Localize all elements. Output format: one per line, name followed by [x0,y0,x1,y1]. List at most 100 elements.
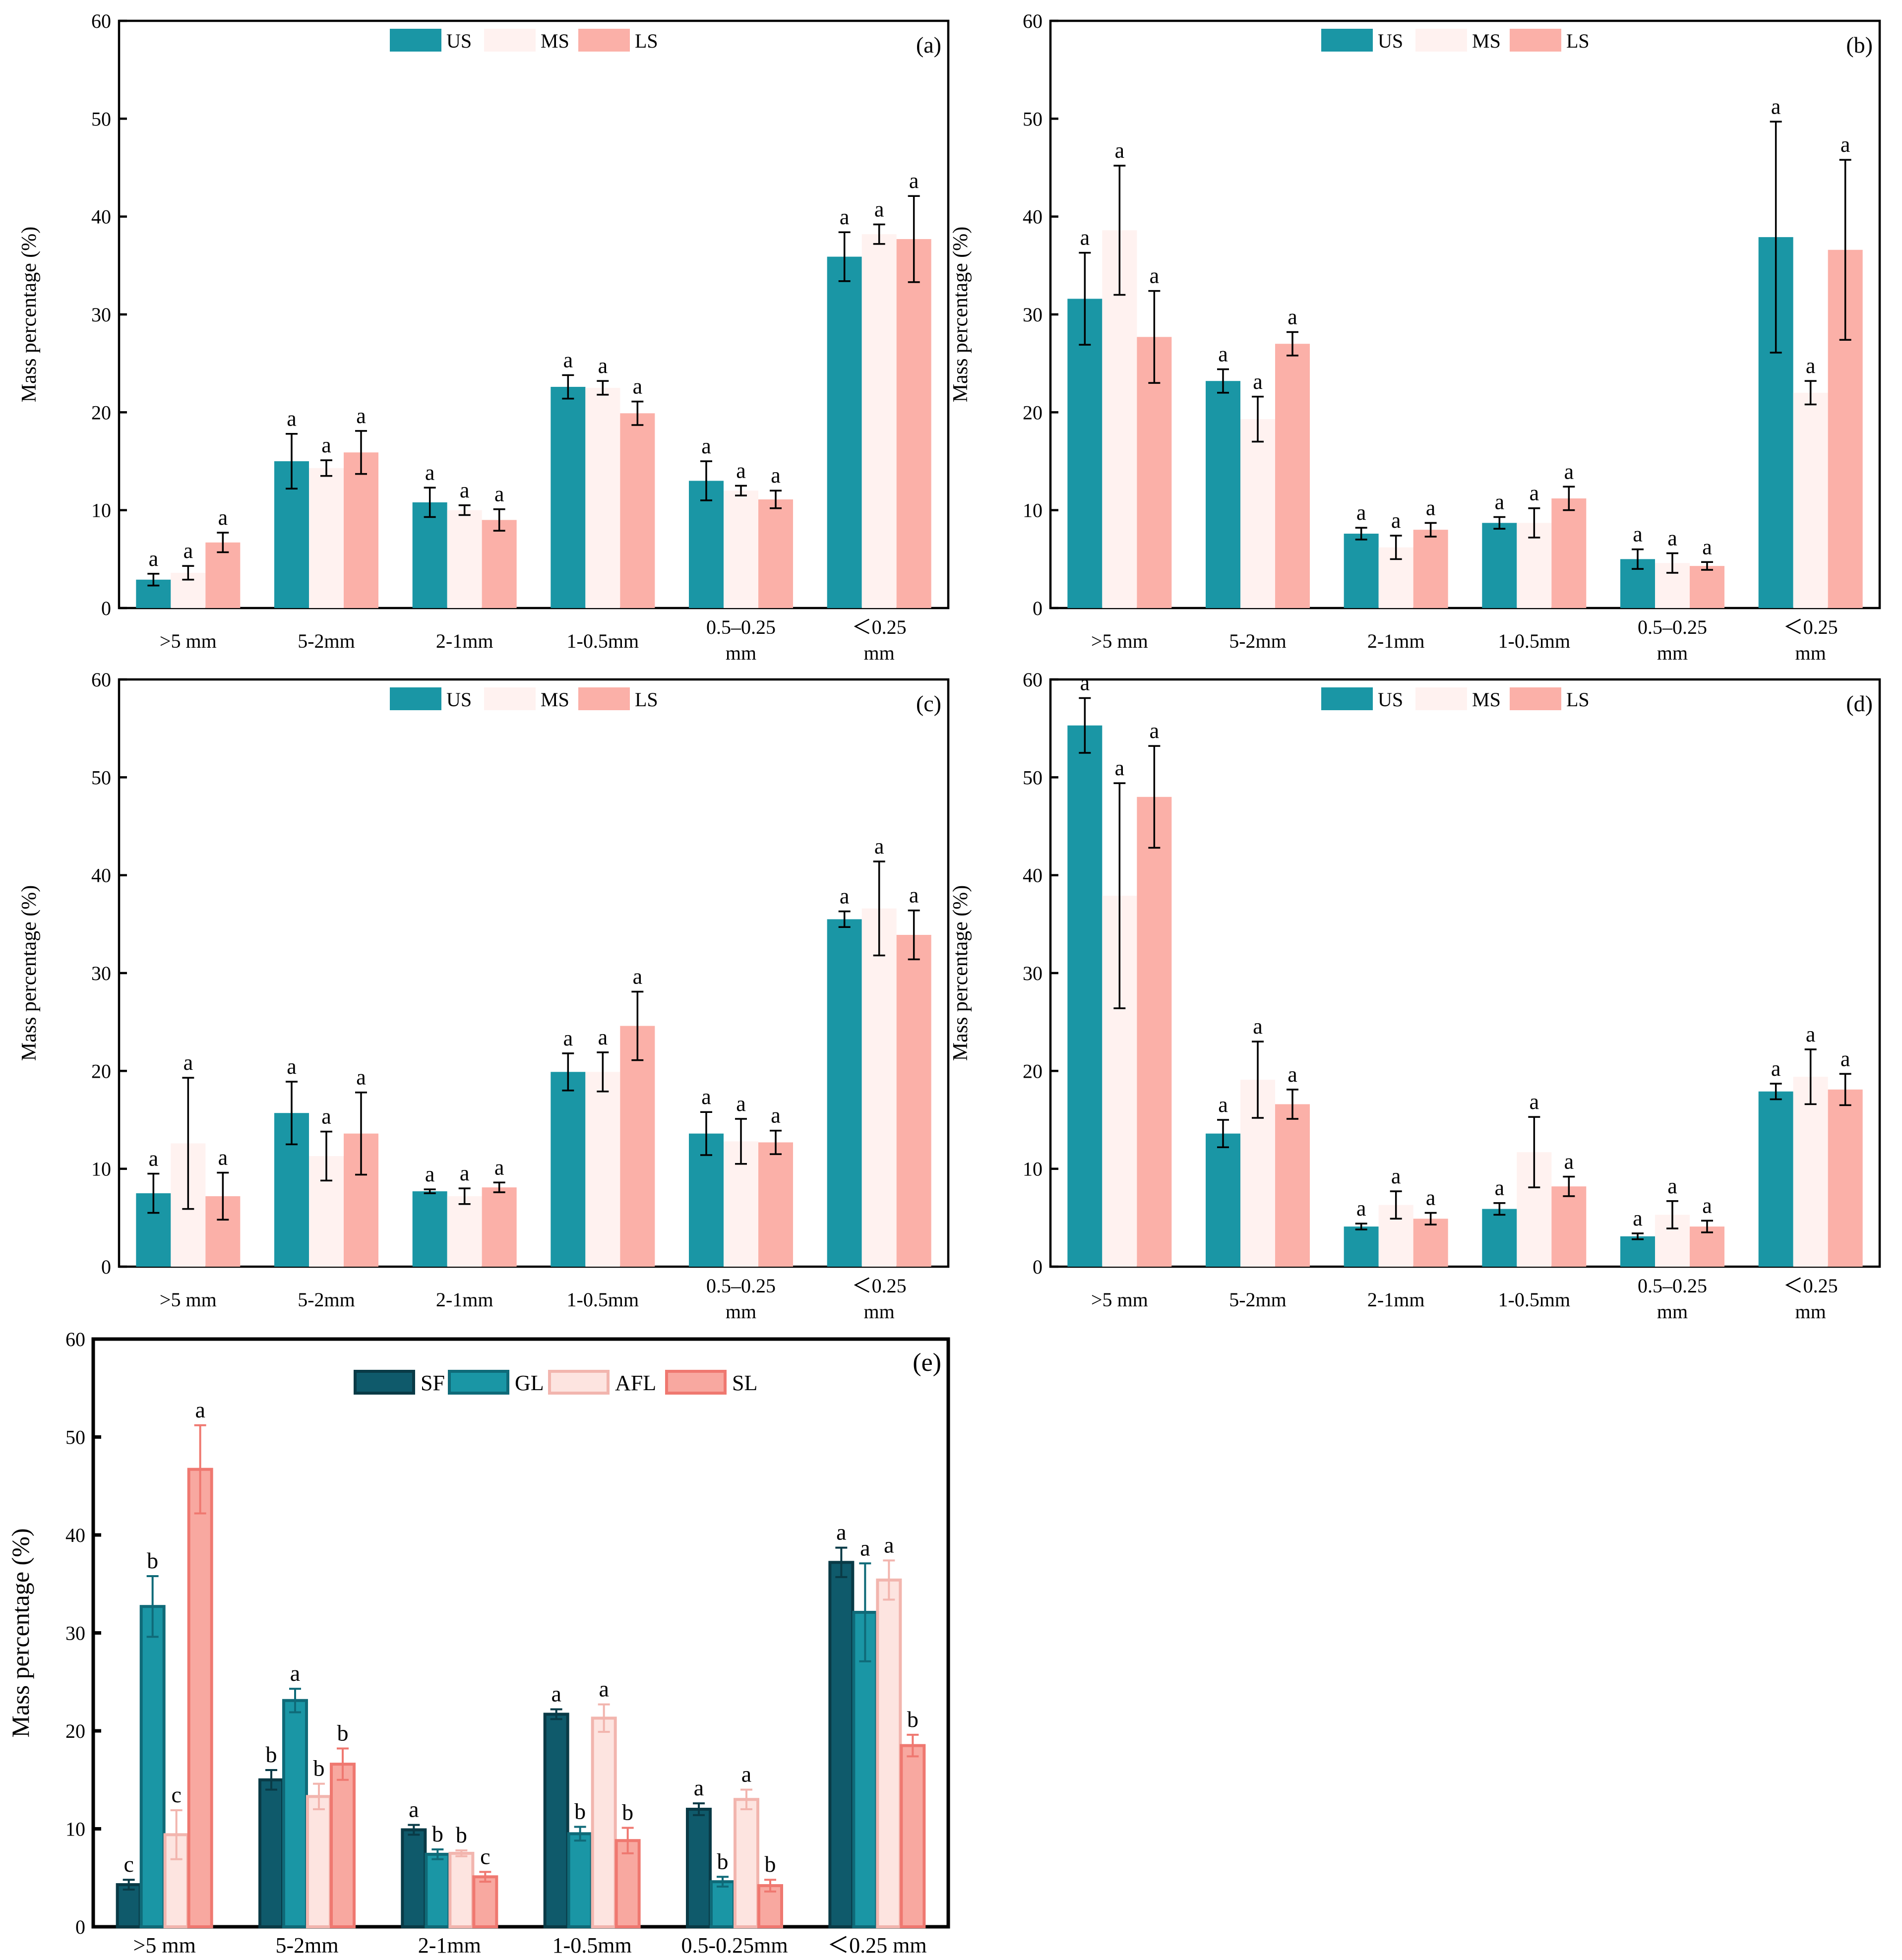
legend-label-gl: GL [515,1371,544,1395]
bar-ls [205,542,241,608]
bar-sl [900,1744,926,1928]
significance-letter: a [840,884,850,909]
x-tick-label: 0.5–0.25 [1638,1275,1707,1297]
significance-letter: a [184,539,193,563]
legend-label-ms: MS [541,688,569,711]
y-tick-label: 60 [1023,10,1043,32]
significance-letter: c [171,1782,181,1807]
y-tick-label: 50 [65,1426,85,1449]
legend-swatch-ms [484,687,536,710]
bar-gl [282,1699,308,1928]
panel-a: 0 10 20 30 40 50 60 Mass percentage (%) (a) >5 mm… [18,10,950,664]
bar-ls [1551,1186,1587,1267]
significance-letter: a [741,1762,751,1787]
y-tick-label: 40 [1023,864,1043,887]
plot-frame [118,678,950,1268]
y-tick-label: 50 [91,108,111,130]
significance-letter: a [149,547,159,571]
legend-swatch-ms [484,29,536,52]
bar-ls [1275,1104,1310,1267]
significance-letter: a [149,1147,159,1171]
significance-letter: a [494,482,504,506]
significance-letter: a [1288,1062,1297,1087]
bar-ms [861,908,897,1267]
significance-letter: a [1841,132,1850,157]
legend-label-ms: MS [1472,688,1501,711]
legend-swatch-ls [578,687,630,710]
significance-letter: b [622,1800,633,1825]
legend-swatch-afl [548,1370,610,1395]
significance-letter: a [1218,342,1228,367]
significance-letter: a [1633,1206,1643,1230]
significance-letter: a [736,458,746,483]
significance-letter: b [907,1707,919,1732]
significance-letter: a [1667,526,1677,550]
x-tick-label: ＜0.25 mm [827,1933,926,1958]
x-tick-label: 5-2mm [298,1288,355,1311]
y-tick-label: 20 [1023,401,1043,424]
bar-us [551,1072,586,1267]
bar-ls [896,935,931,1267]
y-tick-label: 0 [101,597,111,619]
bar-ms [861,234,897,609]
x-tick-label: >5 mm [1091,630,1148,652]
x-tick-label: 2-1mm [436,1288,493,1311]
y-tick-label: 30 [1023,962,1043,984]
y-tick-label: 60 [91,669,111,691]
significance-letter: a [563,348,573,372]
bar-gl [425,1852,451,1929]
significance-letter: a [1564,1149,1574,1173]
x-tick-label: >5 mm [133,1933,196,1958]
panel-c: 0 10 20 30 40 50 60 Mass percentage (%) (c) >5 mm… [18,669,950,1323]
bar-afl [876,1578,902,1929]
panel-label: (a) [916,32,941,58]
plot-frame [1049,678,1881,1268]
y-tick-label: 30 [65,1622,85,1645]
x-tick-label: 1-0.5mm [552,1933,632,1958]
significance-letter: b [765,1851,776,1877]
significance-letter: a [1530,1090,1539,1114]
y-tick-label: 10 [1023,1158,1043,1180]
significance-letter: a [425,460,435,485]
significance-letter: a [1771,94,1781,119]
bar-us [412,1191,447,1267]
significance-letter: b [574,1799,586,1824]
y-tick-label: 40 [91,864,111,887]
panel-label: (d) [1846,691,1873,716]
significance-letter: a [1495,1176,1505,1200]
bar-ls [1828,1089,1863,1267]
significance-letter: a [551,1681,561,1707]
y-tick-label: 40 [91,206,111,228]
significance-letter: a [184,1050,193,1075]
bar-us [1344,1226,1379,1267]
bar-ls [758,499,793,608]
bar-sf [828,1561,855,1929]
significance-letter: a [1530,481,1539,505]
significance-letter: a [860,1535,870,1560]
y-tick-label: 40 [1023,206,1043,228]
bar-us [1344,534,1379,608]
x-tick-label: ＜0.25 [852,1275,907,1297]
significance-letter: b [432,1821,443,1846]
y-tick-label: 50 [91,766,111,789]
x-tick-label: mm [864,642,895,664]
legend-swatch-ms [1415,29,1467,52]
legend-swatch-ls [1510,687,1561,710]
bar-gl [710,1880,736,1928]
significance-letter: a [874,834,884,858]
bar-ms [585,388,620,608]
panel-label: (b) [1846,32,1873,58]
bar-ls [1275,344,1310,608]
y-axis-label: Mass percentage (%) [949,227,972,403]
y-tick-label: 40 [65,1524,85,1546]
x-tick-label: 5-2mm [275,1933,338,1958]
bar-ms [1793,1077,1828,1267]
x-tick-label: ＜0.25 [1783,616,1838,638]
bar-gl [567,1832,593,1928]
significance-letter: a [1356,1196,1366,1221]
legend-label-us: US [446,30,472,52]
plot-frame [1049,19,1881,610]
legend-swatch-sf [354,1370,415,1395]
panel-label: (c) [916,691,941,716]
significance-letter: a [1841,1046,1850,1071]
